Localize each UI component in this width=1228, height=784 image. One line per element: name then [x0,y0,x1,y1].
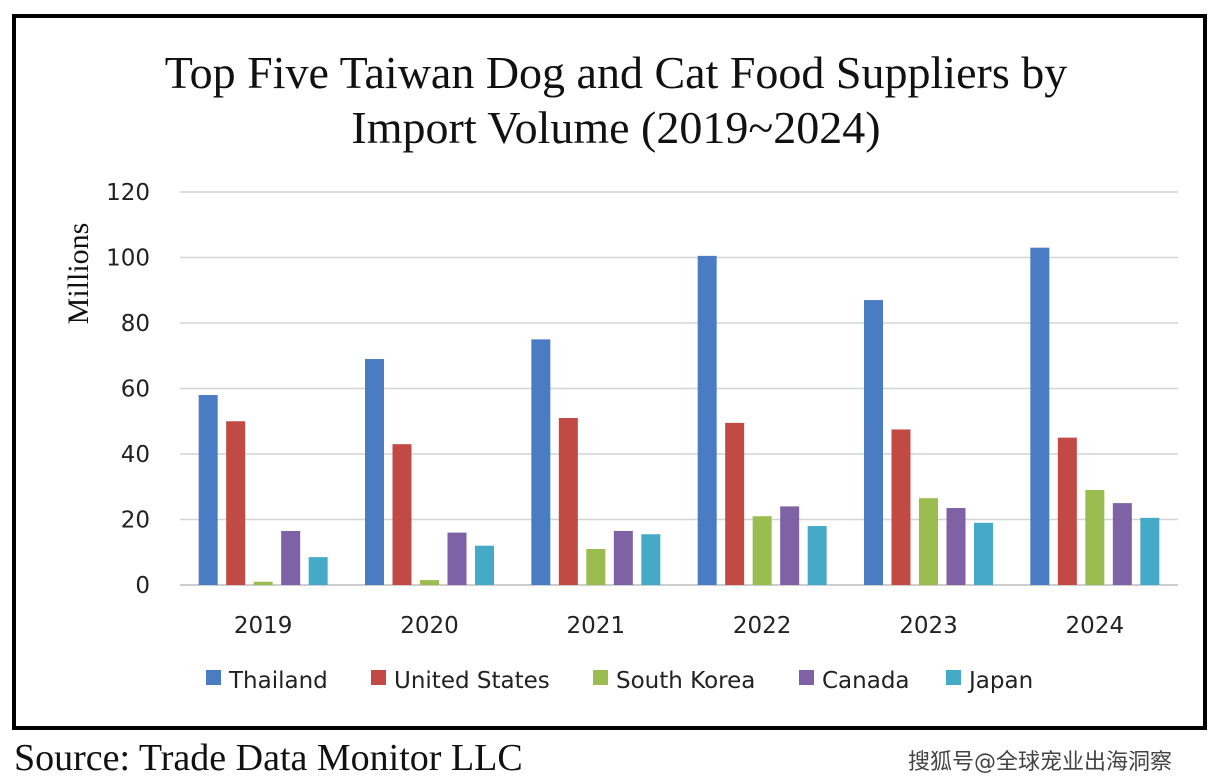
y-axis-label: Millions [62,223,95,325]
bar [392,444,412,585]
bar [1057,437,1077,585]
legend-swatch [371,670,386,685]
bar [946,508,966,585]
legend-label: Japan [967,668,1033,694]
x-tick-label: 2019 [234,613,293,639]
bar [226,421,246,585]
chart: Top Five Taiwan Dog and Cat Food Supplie… [62,47,1178,694]
bar [864,300,883,585]
legend-label: United States [394,668,550,694]
y-tick-label: 60 [121,377,150,403]
bar [447,532,467,585]
bar [919,498,938,585]
bar [752,516,772,585]
legend-swatch [946,670,961,685]
x-tick-label: 2020 [400,613,459,639]
legend-label: South Korea [616,668,755,694]
chart-title-line: Top Five Taiwan Dog and Cat Food Supplie… [165,47,1067,98]
legend-label: Canada [822,668,910,694]
source-note: Source: Trade Data Monitor LLC [14,737,523,779]
watermark: 搜狐号@全球宠业出海洞察 [908,750,1173,775]
bar [253,581,273,585]
y-tick-label: 0 [135,573,150,599]
x-tick-label: 2023 [899,613,958,639]
x-tick-label: 2022 [733,613,792,639]
bar [1112,503,1132,585]
legend-swatch [799,670,814,685]
bar [365,359,384,585]
bar [1030,247,1050,586]
bar [725,422,745,585]
bar [198,395,218,585]
bar [475,545,494,585]
bar [420,580,439,585]
bar [1140,517,1160,585]
bar [697,255,717,586]
y-tick-label: 20 [121,508,150,534]
y-tick-label: 80 [121,311,150,337]
bar [281,530,301,585]
bar [780,506,800,585]
bar [1085,490,1105,585]
chart-frame: Top Five Taiwan Dog and Cat Food Supplie… [12,14,1207,730]
x-tick-label: 2024 [1066,613,1125,639]
legend-swatch [593,670,608,685]
y-tick-label: 100 [106,246,150,272]
bar [558,417,578,585]
bar [586,548,606,585]
y-tick-label: 120 [106,180,150,206]
bar [308,557,328,585]
bar [974,522,993,585]
legend-label: Thailand [228,668,328,694]
bar [613,530,633,585]
bar [531,339,551,585]
legend-swatch [206,670,221,685]
chart-title-line: Import Volume (2019~2024) [351,102,880,153]
x-tick-label: 2021 [567,613,626,639]
y-tick-label: 40 [121,442,150,468]
bar [641,534,661,585]
bar [807,526,827,585]
bar [891,429,911,585]
